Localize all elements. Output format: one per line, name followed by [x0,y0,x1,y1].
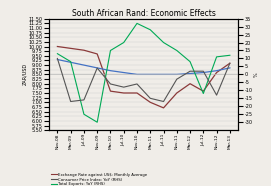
Consumer Price Index: YoY (RHS): (8, -17): YoY (RHS): (8, -17) [162,100,165,103]
Total Exports: YoY (RHS): (2, -25): YoY (RHS): (2, -25) [82,113,86,115]
Consumer Price Index: YoY (RHS): (3, 4): YoY (RHS): (3, 4) [96,67,99,69]
Exchange Rate against US$: Monthly Average: (7, 7): Monthly Average: (7, 7) [149,101,152,103]
Total Exports: YoY (RHS): (0, 13): YoY (RHS): (0, 13) [56,53,59,55]
Consumer Price Index: YoY (RHS): (2, -16): YoY (RHS): (2, -16) [82,99,86,101]
Exchange Rate against US$: Monthly Average: (9, 7.5): Monthly Average: (9, 7.5) [175,92,178,94]
Monthly Average [109,70,112,72]
Total Exports: YoY (RHS): (10, 8): YoY (RHS): (10, 8) [188,60,192,63]
Consumer Price Index: YoY (RHS): (1, -17): YoY (RHS): (1, -17) [69,100,72,103]
Total Exports: YoY (RHS): (12, 11): YoY (RHS): (12, 11) [215,56,218,58]
Total Exports: YoY (RHS): (9, 15): YoY (RHS): (9, 15) [175,49,178,52]
Monthly Average [215,70,218,72]
Exchange Rate against US$: Monthly Average: (8, 6.7): Monthly Average: (8, 6.7) [162,107,165,109]
Exchange Rate against US$: Monthly Average: (11, 7.6): Monthly Average: (11, 7.6) [202,90,205,92]
Monthly Average [122,71,125,74]
Consumer Price Index: YoY (RHS): (13, 7): YoY (RHS): (13, 7) [228,62,231,64]
Y-axis label: ZAR/USD: ZAR/USD [22,63,27,85]
Consumer Price Index: YoY (RHS): (10, 2): YoY (RHS): (10, 2) [188,70,192,72]
Monthly Average [228,67,231,69]
Exchange Rate against US$: Monthly Average: (4, 7.6): Monthly Average: (4, 7.6) [109,90,112,92]
Line: Total Exports: YoY (RHS): Total Exports: YoY (RHS) [57,23,230,122]
Monthly Average [96,67,99,69]
Total Exports: YoY (RHS): (3, -30): YoY (RHS): (3, -30) [96,121,99,123]
Line: Exchange Rate against US$: Monthly Average: Exchange Rate against US$: Monthly Avera… [57,46,230,108]
Exchange Rate against US$: Monthly Average: (13, 9.1): Monthly Average: (13, 9.1) [228,62,231,64]
Consumer Price Index: YoY (RHS): (0, 10): YoY (RHS): (0, 10) [56,57,59,60]
Monthly Average [202,71,205,74]
Total Exports: YoY (RHS): (5, 20): YoY (RHS): (5, 20) [122,41,125,44]
Monthly Average [188,72,192,75]
Exchange Rate against US$: Monthly Average: (3, 9.6): Monthly Average: (3, 9.6) [96,53,99,55]
Monthly Average [136,73,139,76]
Total Exports: YoY (RHS): (8, 20): YoY (RHS): (8, 20) [162,41,165,44]
Total Exports: YoY (RHS): (4, 15): YoY (RHS): (4, 15) [109,49,112,52]
Line: Monthly Average: Monthly Average [57,60,230,74]
Consumer Price Index: YoY (RHS): (9, -3): YoY (RHS): (9, -3) [175,78,178,80]
Line: Consumer Price Index: YoY (RHS): Consumer Price Index: YoY (RHS) [57,58,230,102]
Exchange Rate against US$: Monthly Average: (5, 7.5): Monthly Average: (5, 7.5) [122,92,125,94]
Consumer Price Index: YoY (RHS): (4, -6): YoY (RHS): (4, -6) [109,83,112,85]
Total Exports: YoY (RHS): (11, -12): YoY (RHS): (11, -12) [202,92,205,95]
Monthly Average [149,73,152,76]
Exchange Rate against US$: Monthly Average: (0, 10): Monthly Average: (0, 10) [56,45,59,48]
Consumer Price Index: YoY (RHS): (7, -15): YoY (RHS): (7, -15) [149,97,152,100]
Consumer Price Index: YoY (RHS): (11, 2): YoY (RHS): (11, 2) [202,70,205,72]
Exchange Rate against US$: Monthly Average: (10, 8): Monthly Average: (10, 8) [188,83,192,85]
Total Exports: YoY (RHS): (13, 12): YoY (RHS): (13, 12) [228,54,231,56]
Monthly Average [69,61,72,63]
Title: South African Rand: Economic Effects: South African Rand: Economic Effects [72,9,215,18]
Total Exports: YoY (RHS): (7, 28): YoY (RHS): (7, 28) [149,29,152,31]
Monthly Average [56,58,59,61]
Consumer Price Index: YoY (RHS): (5, -8): YoY (RHS): (5, -8) [122,86,125,88]
Total Exports: YoY (RHS): (1, 8): YoY (RHS): (1, 8) [69,60,72,63]
Monthly Average [175,73,178,76]
Exchange Rate against US$: Monthly Average: (6, 7.5): Monthly Average: (6, 7.5) [136,92,139,94]
Y-axis label: %: % [254,72,259,77]
Monthly Average [162,73,165,76]
Consumer Price Index: YoY (RHS): (12, -13): YoY (RHS): (12, -13) [215,94,218,96]
Legend: Exchange Rate against US$: Monthly Average, Consumer Price Index: YoY (RHS), Tot: Exchange Rate against US$: Monthly Avera… [51,173,147,186]
Monthly Average [82,64,86,66]
Exchange Rate against US$: Monthly Average: (2, 9.8): Monthly Average: (2, 9.8) [82,49,86,51]
Exchange Rate against US$: Monthly Average: (1, 9.9): Monthly Average: (1, 9.9) [69,47,72,49]
Exchange Rate against US$: Monthly Average: (12, 8.6): Monthly Average: (12, 8.6) [215,71,218,74]
Consumer Price Index: YoY (RHS): (6, -6): YoY (RHS): (6, -6) [136,83,139,85]
Total Exports: YoY (RHS): (6, 32): YoY (RHS): (6, 32) [136,22,139,25]
